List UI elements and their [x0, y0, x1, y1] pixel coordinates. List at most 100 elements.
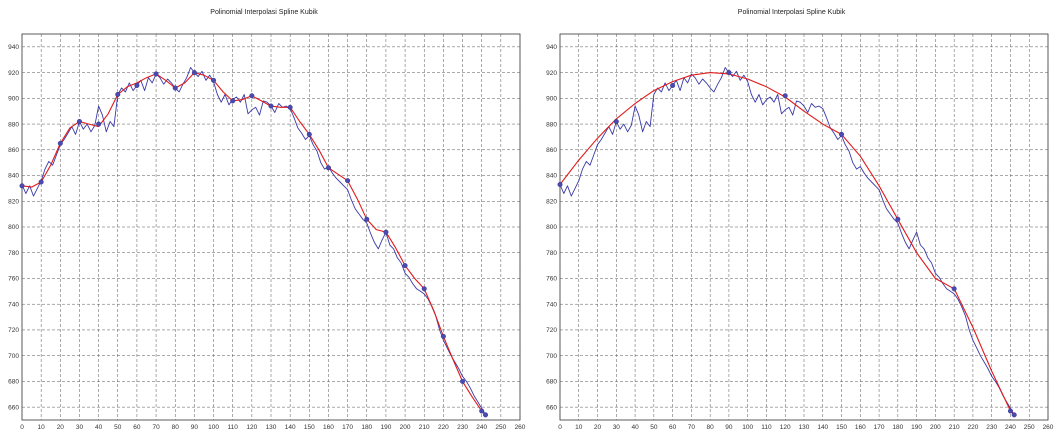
chart-title: Polinomial Interpolasi Spline Kubik: [210, 9, 318, 16]
x-tick-label: 30: [613, 424, 621, 431]
data-point: [19, 183, 25, 189]
data-point: [670, 82, 676, 88]
x-tick-label: 180: [892, 424, 903, 431]
y-tick-label: 840: [8, 173, 19, 180]
x-tick-label: 0: [558, 424, 562, 431]
data-point: [440, 333, 446, 339]
data-point: [421, 286, 427, 292]
x-tick-label: 200: [400, 424, 411, 431]
y-tick-label: 680: [8, 379, 19, 386]
x-tick-label: 40: [631, 424, 639, 431]
x-tick-label: 10: [38, 424, 46, 431]
data-point: [230, 98, 236, 104]
data-point: [76, 118, 82, 124]
data-point: [325, 165, 331, 171]
series-line: [559, 72, 1015, 416]
y-tick-label: 740: [8, 301, 19, 308]
y-tick-label: 940: [546, 44, 557, 51]
data-point: [172, 85, 178, 91]
x-tick-label: 70: [152, 424, 160, 431]
x-tick-label: 50: [114, 424, 122, 431]
data-point: [479, 408, 485, 414]
x-tick-label: 250: [495, 424, 506, 431]
data-point: [383, 229, 389, 235]
data-point: [211, 77, 217, 83]
y-tick-label: 700: [546, 353, 557, 360]
y-tick-label: 920: [8, 70, 19, 77]
x-tick-label: 120: [246, 424, 257, 431]
data-point: [1011, 412, 1017, 418]
x-tick-label: 90: [191, 424, 199, 431]
x-tick-label: 250: [1024, 424, 1035, 431]
x-tick-label: 210: [949, 424, 960, 431]
y-tick-label: 900: [546, 96, 557, 103]
x-tick-label: 220: [438, 424, 449, 431]
y-tick-label: 720: [8, 327, 19, 334]
x-tick-label: 170: [874, 424, 885, 431]
x-tick-label: 10: [575, 424, 583, 431]
data-point: [726, 70, 732, 76]
x-tick-label: 200: [930, 424, 941, 431]
y-tick-label: 660: [8, 404, 19, 411]
y-tick-label: 920: [546, 70, 557, 77]
x-tick-label: 230: [457, 424, 468, 431]
x-tick-label: 50: [650, 424, 658, 431]
x-tick-label: 150: [304, 424, 315, 431]
y-tick-label: 860: [8, 147, 19, 154]
y-tick-label: 720: [546, 327, 557, 334]
x-tick-label: 110: [761, 424, 772, 431]
x-tick-label: 160: [855, 424, 866, 431]
x-tick-label: 260: [515, 424, 526, 431]
x-tick-label: 240: [476, 424, 487, 431]
x-tick-label: 210: [419, 424, 430, 431]
x-tick-label: 150: [836, 424, 847, 431]
x-tick-label: 20: [57, 424, 65, 431]
x-tick-label: 80: [707, 424, 715, 431]
y-tick-label: 840: [546, 173, 557, 180]
y-tick-label: 760: [8, 276, 19, 283]
y-tick-label: 940: [8, 44, 19, 51]
data-point: [134, 82, 140, 88]
data-point: [895, 216, 901, 222]
y-tick-label: 800: [546, 224, 557, 231]
chart-panel-left: Polinomial Interpolasi Spline Kubik 0 10 2…: [8, 9, 526, 431]
data-point: [57, 140, 63, 146]
x-tick-label: 180: [361, 424, 372, 431]
x-tick-label: 80: [172, 424, 180, 431]
x-tick-label: 70: [688, 424, 696, 431]
y-tick-label: 800: [8, 224, 19, 231]
x-tick-label: 60: [133, 424, 141, 431]
y-tick-label: 880: [546, 121, 557, 128]
y-tick-label: 740: [546, 301, 557, 308]
x-tick-label: 90: [725, 424, 733, 431]
x-tick-label: 190: [380, 424, 391, 431]
x-tick-label: 220: [967, 424, 978, 431]
x-tick-label: 100: [742, 424, 753, 431]
x-tick-label: 110: [228, 424, 239, 431]
chart-title: Polinomial Interpolasi Spline Kubik: [737, 9, 846, 16]
y-tick-label: 780: [8, 250, 19, 257]
data-point: [1007, 408, 1013, 414]
data-point: [483, 412, 489, 418]
y-tick-label: 880: [8, 121, 19, 128]
x-tick-label: 240: [1005, 424, 1016, 431]
x-tick-label: 140: [285, 424, 296, 431]
y-tick-label: 660: [546, 404, 557, 411]
x-tick-label: 30: [76, 424, 84, 431]
chart-panel-right: Polinomial Interpolasi Spline Kubik 0 10 2…: [528, 0, 1055, 437]
x-tick-label: 120: [780, 424, 791, 431]
data-point: [460, 378, 466, 384]
data-point: [613, 118, 619, 124]
x-tick-label: 130: [799, 424, 810, 431]
series-line: [559, 67, 1015, 416]
x-tick-label: 260: [1043, 424, 1054, 431]
chart-plot-right: 0 10 20 30 40 50 60 70 80 90 100 110 120 130 140 150 160…: [546, 33, 1054, 431]
x-tick-label: 20: [594, 424, 602, 431]
x-tick-label: 40: [95, 424, 103, 431]
y-tick-label: 820: [8, 198, 19, 205]
data-point: [402, 263, 408, 269]
x-tick-label: 190: [911, 424, 922, 431]
x-tick-label: 60: [669, 424, 677, 431]
y-tick-label: 860: [546, 147, 557, 154]
data-point: [951, 286, 957, 292]
